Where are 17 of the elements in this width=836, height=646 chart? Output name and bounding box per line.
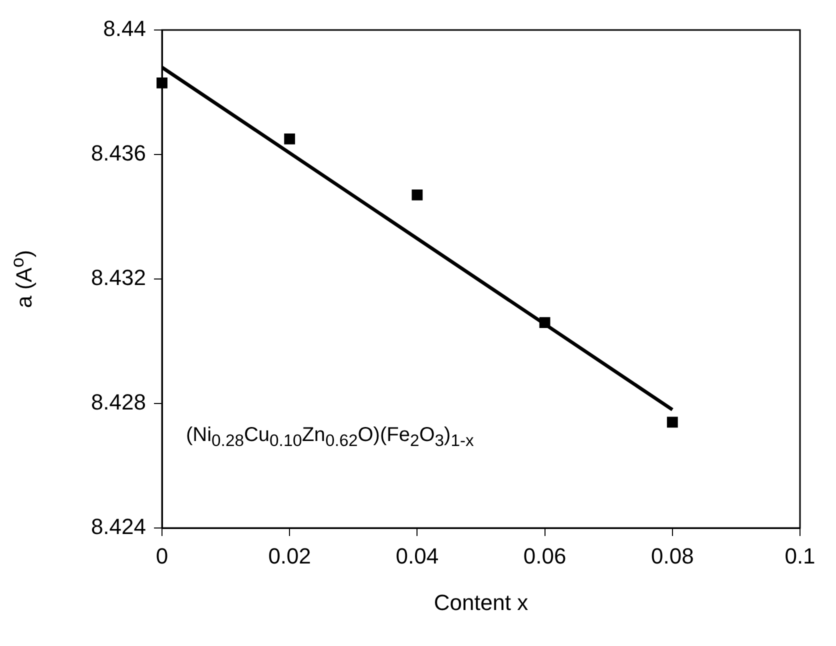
point <box>412 190 423 200</box>
point <box>284 133 296 144</box>
text: (Ni$_{0.28}$Cu$_{0.10}$Zn$_{0.62}$O)(Fe$_{2}$O$_{3}$)$_{1-x}$ <box>186 424 474 450</box>
point <box>539 317 550 328</box>
x-tick-label: 0.1 <box>784 543 816 568</box>
x-tick-label: 0 <box>156 543 168 568</box>
x-tick-label: 0.06 <box>523 543 566 568</box>
x-tick-label: 0.04 <box>396 543 439 568</box>
y-tick-label: 8.428 <box>90 390 146 415</box>
x-axis-title: Content x <box>434 590 528 616</box>
point <box>666 416 678 428</box>
y-tick-label: 8.436 <box>90 140 146 166</box>
x-tick-label: 0.02 <box>268 543 312 568</box>
x-tick-label: 0.08 <box>650 543 694 568</box>
y-tick-label: 8.44 <box>103 16 146 42</box>
y-tick-label: 8.432 <box>90 265 146 290</box>
y-tick-label: 8.424 <box>90 514 146 540</box>
